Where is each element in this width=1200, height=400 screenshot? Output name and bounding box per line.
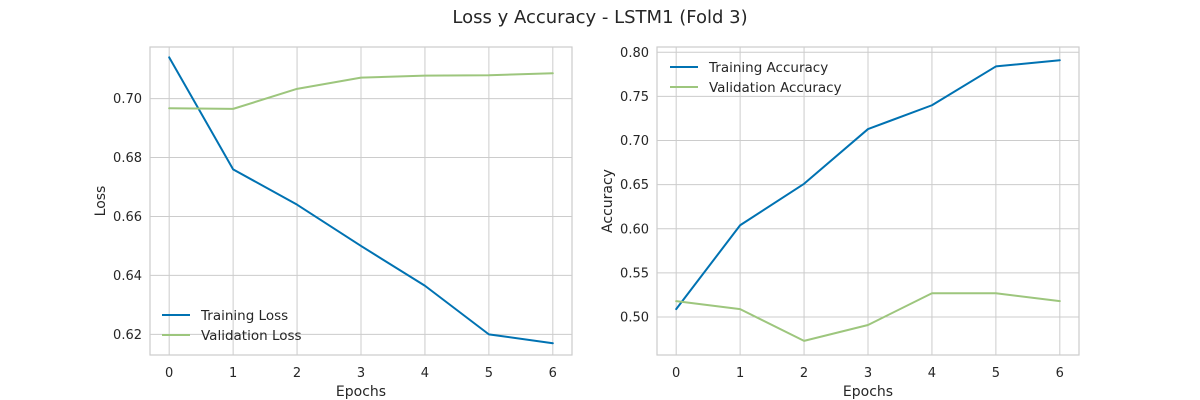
accuracy-y-tick-label: 0.50 — [620, 311, 649, 326]
accuracy-y-ticks: 0.50 0.55 0.60 0.65 0.70 0.75 0.80 — [620, 46, 649, 326]
series-line-validation-loss — [168, 72, 554, 110]
loss-y-tick-label: 0.68 — [113, 151, 142, 166]
loss-x-tick-label: 5 — [485, 366, 493, 381]
accuracy-x-tick-label: 1 — [736, 366, 744, 381]
accuracy-legend: Training Accuracy Validation Accuracy — [670, 60, 842, 96]
figure-title: Loss y Accuracy - LSTM1 (Fold 3) — [452, 7, 747, 28]
loss-y-tick-label: 0.62 — [113, 328, 142, 343]
accuracy-y-tick-label: 0.65 — [620, 178, 649, 193]
loss-grid — [150, 47, 572, 355]
accuracy-grid — [657, 47, 1079, 355]
loss-x-tick-label: 1 — [229, 366, 237, 381]
accuracy-y-axis-label: Accuracy — [600, 169, 616, 233]
accuracy-x-tick-label: 0 — [672, 366, 680, 381]
accuracy-x-tick-label: 3 — [864, 366, 872, 381]
loss-x-tick-label: 6 — [549, 366, 557, 381]
loss-legend-label-training: Training Loss — [200, 308, 288, 324]
accuracy-legend-label-training: Training Accuracy — [708, 60, 828, 76]
loss-x-tick-label: 0 — [165, 366, 173, 381]
accuracy-x-ticks: 0 1 2 3 4 5 6 — [672, 366, 1064, 381]
loss-legend: Training Loss Validation Loss — [162, 308, 302, 344]
loss-x-tick-label: 4 — [421, 366, 429, 381]
accuracy-series — [675, 59, 1061, 342]
loss-x-tick-label: 2 — [293, 366, 301, 381]
accuracy-y-tick-label: 0.80 — [620, 46, 649, 61]
accuracy-y-tick-label: 0.60 — [620, 222, 649, 237]
loss-x-axis-label: Epochs — [336, 384, 386, 400]
accuracy-y-tick-label: 0.75 — [620, 90, 649, 105]
accuracy-y-tick-label: 0.55 — [620, 266, 649, 281]
loss-y-axis-label: Loss — [93, 186, 109, 217]
series-line-validation-accuracy — [675, 292, 1061, 342]
series-line-training-accuracy — [675, 59, 1061, 311]
accuracy-x-tick-label: 5 — [992, 366, 1000, 381]
loss-y-tick-label: 0.64 — [113, 269, 142, 284]
loss-legend-label-validation: Validation Loss — [201, 328, 302, 344]
accuracy-legend-label-validation: Validation Accuracy — [709, 80, 842, 96]
accuracy-x-axis-label: Epochs — [843, 384, 893, 400]
loss-y-tick-label: 0.66 — [113, 210, 142, 225]
loss-x-tick-label: 3 — [357, 366, 365, 381]
accuracy-y-tick-label: 0.70 — [620, 134, 649, 149]
loss-chart: 0 1 2 3 4 5 6 0.62 0.64 0.66 0.68 0.70 Epochs Loss… — [93, 46, 573, 400]
accuracy-x-tick-label: 6 — [1056, 366, 1064, 381]
loss-x-ticks: 0 1 2 3 4 5 6 — [165, 366, 557, 381]
accuracy-chart: 0 1 2 3 4 5 6 0.50 0.55 0.60 0.65 0.70 0.75 0.80 Epo… — [600, 46, 1080, 400]
accuracy-x-tick-label: 2 — [800, 366, 808, 381]
accuracy-x-tick-label: 4 — [928, 366, 936, 381]
series-line-training-loss — [168, 56, 554, 345]
loss-y-tick-label: 0.70 — [113, 92, 142, 107]
loss-series — [168, 56, 554, 345]
loss-y-ticks: 0.62 0.64 0.66 0.68 0.70 — [113, 92, 142, 343]
